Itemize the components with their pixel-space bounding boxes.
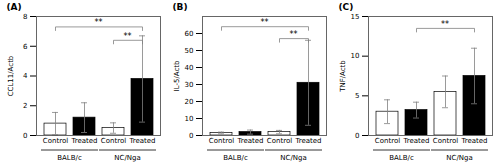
svg-text:4: 4 [23,72,28,80]
svg-text:Control: Control [375,137,400,145]
svg-text:Treated: Treated [402,137,429,145]
svg-text:(C): (C) [339,2,354,12]
svg-text:Treated: Treated [236,137,263,145]
svg-text:Treated: Treated [294,137,321,145]
svg-text:NC/Nga: NC/Nga [446,154,472,162]
svg-text:10: 10 [351,52,360,60]
svg-text:**: ** [261,18,269,27]
svg-text:TNF/Actb: TNF/Actb [339,60,347,93]
svg-text:Control: Control [433,137,458,145]
svg-text:BALB/c: BALB/c [57,154,82,162]
svg-text:NC/Nga: NC/Nga [114,154,140,162]
svg-text:0: 0 [23,132,27,140]
svg-text:20: 20 [185,98,194,106]
svg-text:Control: Control [43,137,68,145]
svg-text:15: 15 [351,13,360,21]
svg-text:**: ** [290,30,298,39]
svg-text:CCL11/Actb: CCL11/Actb [7,55,15,96]
svg-text:(A): (A) [7,2,22,12]
svg-text:8: 8 [23,13,27,21]
svg-text:Treated: Treated [70,137,97,145]
svg-text:6: 6 [23,42,28,50]
svg-text:60: 60 [185,30,194,38]
svg-text:5: 5 [355,92,359,100]
svg-text:Treated: Treated [460,137,487,145]
svg-text:**: ** [95,18,103,27]
svg-text:Control: Control [101,137,126,145]
svg-text:BALB/c: BALB/c [389,154,414,162]
svg-text:NC/Nga: NC/Nga [280,154,306,162]
svg-text:10: 10 [185,115,194,123]
svg-text:Control: Control [267,137,292,145]
svg-text:50: 50 [185,47,194,55]
svg-text:2: 2 [23,102,27,110]
svg-text:Control: Control [209,137,234,145]
svg-text:0: 0 [355,132,359,140]
svg-text:40: 40 [185,64,194,72]
svg-text:**: ** [124,32,132,41]
svg-text:0: 0 [189,132,193,140]
svg-text:**: ** [441,20,449,29]
svg-text:BALB/c: BALB/c [223,154,248,162]
svg-text:(B): (B) [173,2,188,12]
svg-text:IL-5/Actb: IL-5/Actb [173,60,181,91]
svg-text:Treated: Treated [128,137,155,145]
svg-text:30: 30 [185,81,194,89]
